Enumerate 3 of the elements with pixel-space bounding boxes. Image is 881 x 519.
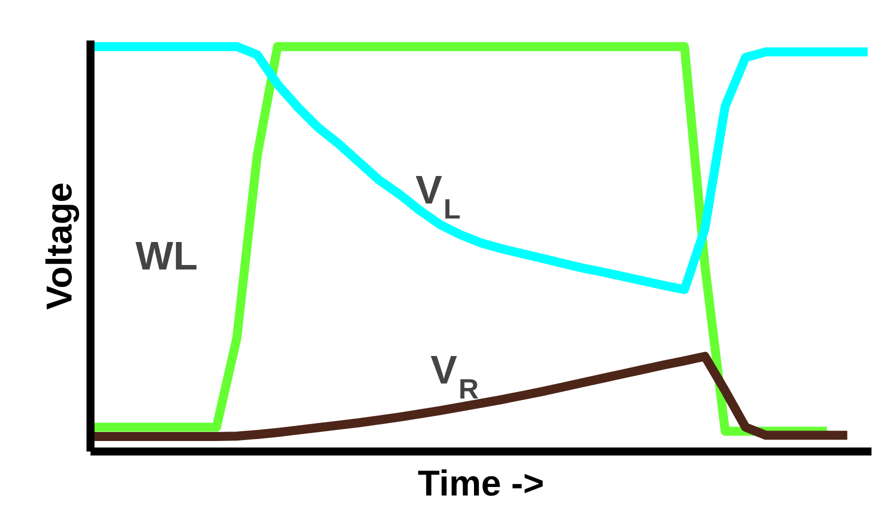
series-label: WL [136,234,198,278]
x-axis-title: Time -> [418,462,544,504]
y-axis-title: Voltage [38,182,80,310]
